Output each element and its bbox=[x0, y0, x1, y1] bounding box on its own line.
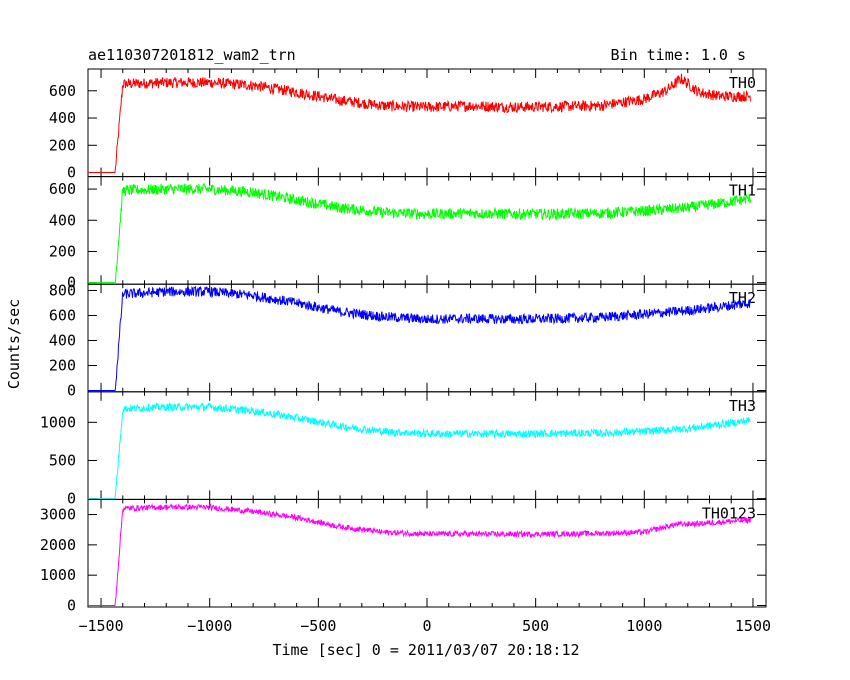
y-tick-label: 1000 bbox=[40, 566, 76, 584]
x-axis-label: Time [sec] 0 = 2011/03/07 20:18:12 bbox=[272, 641, 579, 659]
panel-th3: 0 500 1000 TH3 bbox=[40, 391, 767, 508]
x-tick-label: −500 bbox=[300, 617, 336, 635]
chart-title: ae110307201812_wam2_trn bbox=[88, 46, 296, 64]
y-tick-label: 200 bbox=[49, 357, 76, 375]
series-line-th1 bbox=[88, 182, 751, 284]
series-line-th2 bbox=[88, 285, 751, 391]
y-tick-label: 3000 bbox=[40, 506, 76, 524]
panel-frame bbox=[87, 68, 767, 178]
series-line-th0123 bbox=[88, 502, 751, 606]
y-axis-label: Counts/sec bbox=[5, 299, 23, 389]
y-tick-label: 0 bbox=[67, 382, 76, 400]
y-tick-label: 2000 bbox=[40, 536, 76, 554]
series-line-th0 bbox=[88, 73, 751, 173]
y-tick-label: 400 bbox=[49, 211, 76, 229]
series-name-label: TH0 bbox=[729, 74, 756, 92]
y-tick-label: 400 bbox=[49, 332, 76, 350]
series-name-label: TH0123 bbox=[702, 504, 756, 522]
y-tick-label: 600 bbox=[49, 180, 76, 198]
x-tick-label: −1500 bbox=[78, 617, 123, 635]
x-tick-label: −1000 bbox=[187, 617, 232, 635]
series-name-label: TH3 bbox=[729, 397, 756, 415]
panel-frame bbox=[87, 283, 767, 393]
y-tick-label: 200 bbox=[49, 242, 76, 260]
y-tick-label: 1000 bbox=[40, 413, 76, 431]
x-tick-label: 1000 bbox=[626, 617, 662, 635]
y-tick-label: 200 bbox=[49, 136, 76, 154]
bin-time-label: Bin time: 1.0 s bbox=[611, 46, 746, 64]
y-tick-label: 800 bbox=[49, 281, 76, 299]
panel-th0123: 0 1000 2000 3000 TH0123 bbox=[40, 498, 767, 614]
x-tick-label: 0 bbox=[422, 617, 431, 635]
panel-stack: 0 200 400 600 TH0 0 200 400 600 TH1 0 200 400 600 800 T… bbox=[40, 68, 771, 635]
y-tick-label: 500 bbox=[49, 451, 76, 469]
panel-frame bbox=[87, 498, 767, 608]
y-tick-label: 0 bbox=[67, 490, 76, 508]
panel-th1: 0 200 400 600 TH1 bbox=[49, 176, 767, 292]
x-tick-label: 500 bbox=[522, 617, 549, 635]
series-name-label: TH1 bbox=[729, 182, 756, 200]
panel-frame bbox=[87, 391, 767, 500]
y-tick-label: 0 bbox=[67, 596, 76, 614]
y-tick-label: 400 bbox=[49, 109, 76, 127]
y-tick-label: 600 bbox=[49, 306, 76, 324]
y-tick-label: 600 bbox=[49, 82, 76, 100]
panel-th0: 0 200 400 600 TH0 bbox=[49, 68, 767, 182]
series-line-th3 bbox=[88, 401, 751, 500]
y-tick-label: 0 bbox=[67, 274, 76, 292]
y-tick-label: 0 bbox=[67, 164, 76, 182]
x-tick-label: 1500 bbox=[735, 617, 771, 635]
